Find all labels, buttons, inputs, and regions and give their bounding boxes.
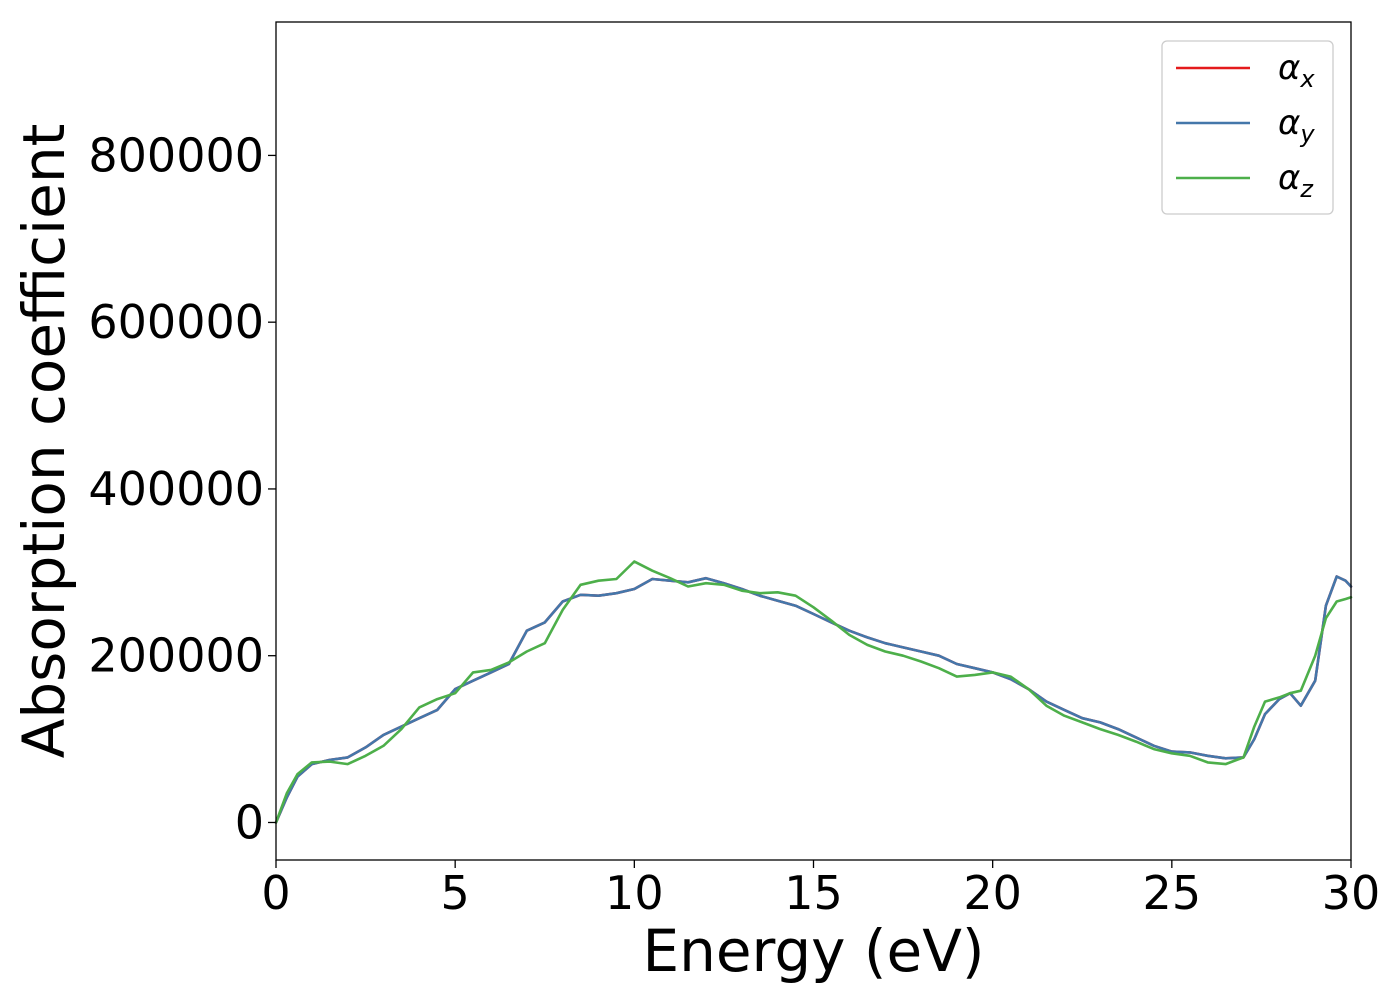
x-tick-label: 0 xyxy=(261,866,290,920)
y-tick-label: 0 xyxy=(235,795,264,849)
x-tick-label: 5 xyxy=(441,866,470,920)
legend-box xyxy=(1161,40,1334,215)
y-axis-ticks: 0 200000 400000 600000 800000 xyxy=(88,128,276,849)
x-tick-label: 10 xyxy=(605,866,664,920)
series-line-z xyxy=(274,560,1353,824)
legend: αx αy αz xyxy=(1161,40,1334,215)
y-tick-label: 200000 xyxy=(88,629,264,683)
x-tick-label: 30 xyxy=(1322,866,1381,920)
legend-label-y: αy xyxy=(1278,103,1315,148)
y-tick-label: 600000 xyxy=(88,295,264,349)
y-tick-label: 800000 xyxy=(88,128,264,182)
y-tick-label: 400000 xyxy=(88,462,264,516)
x-tick-label: 15 xyxy=(784,866,843,920)
x-tick-label: 25 xyxy=(1143,866,1202,920)
legend-label-x: αx xyxy=(1278,48,1315,93)
y-axis-label: Absorption coefficient xyxy=(10,124,78,759)
x-axis-ticks: 0 5 10 15 20 25 30 xyxy=(261,860,1380,920)
x-axis-label: Energy (eV) xyxy=(642,917,984,985)
legend-label-z: αz xyxy=(1278,158,1314,203)
series-layer xyxy=(274,560,1353,824)
x-tick-label: 20 xyxy=(963,866,1022,920)
